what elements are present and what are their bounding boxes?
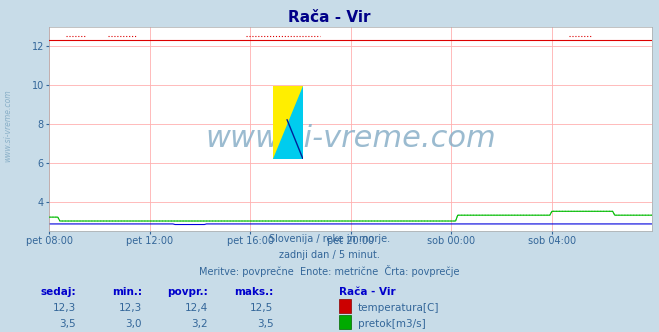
Text: 12,4: 12,4 (185, 303, 208, 313)
Text: Rača - Vir: Rača - Vir (288, 10, 371, 25)
Text: Slovenija / reke in morje.: Slovenija / reke in morje. (269, 234, 390, 244)
Text: 3,2: 3,2 (191, 319, 208, 329)
Text: 12,3: 12,3 (119, 303, 142, 313)
Text: temperatura[C]: temperatura[C] (358, 303, 440, 313)
Text: zadnji dan / 5 minut.: zadnji dan / 5 minut. (279, 250, 380, 260)
Polygon shape (273, 86, 303, 159)
Text: www.si-vreme.com: www.si-vreme.com (3, 90, 13, 162)
Polygon shape (273, 86, 303, 159)
Text: 3,0: 3,0 (125, 319, 142, 329)
Text: Rača - Vir: Rača - Vir (339, 287, 396, 297)
Text: sedaj:: sedaj: (40, 287, 76, 297)
Text: pretok[m3/s]: pretok[m3/s] (358, 319, 426, 329)
Text: povpr.:: povpr.: (167, 287, 208, 297)
Text: 12,3: 12,3 (53, 303, 76, 313)
Text: www.si-vreme.com: www.si-vreme.com (206, 124, 496, 153)
Text: Meritve: povprečne  Enote: metrične  Črta: povprečje: Meritve: povprečne Enote: metrične Črta:… (199, 265, 460, 277)
Polygon shape (287, 119, 303, 159)
Text: maks.:: maks.: (234, 287, 273, 297)
Text: min.:: min.: (111, 287, 142, 297)
Text: 3,5: 3,5 (257, 319, 273, 329)
Text: 3,5: 3,5 (59, 319, 76, 329)
Text: 12,5: 12,5 (250, 303, 273, 313)
